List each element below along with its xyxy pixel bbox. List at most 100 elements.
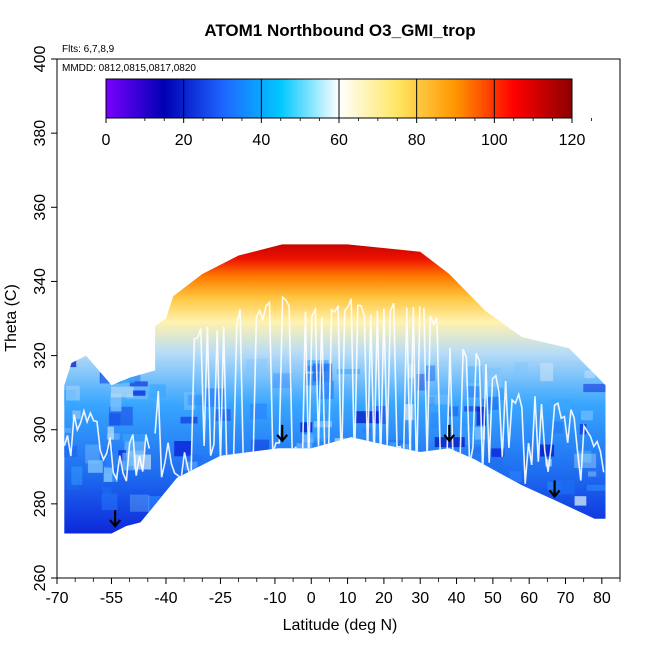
heatmap-cell xyxy=(586,484,606,491)
heatmap-cell xyxy=(466,386,481,398)
down-arrow-icon xyxy=(109,510,121,528)
heatmap-cell xyxy=(85,444,100,464)
heatmap-cell xyxy=(336,369,361,375)
x-tick-label: -25 xyxy=(209,590,232,607)
heatmap-cell xyxy=(580,410,593,421)
heatmap-cell xyxy=(425,365,436,382)
heatmap-cell xyxy=(307,464,318,475)
heatmap-cell xyxy=(103,466,113,482)
heatmap-cell xyxy=(313,421,332,428)
heatmap-cell xyxy=(415,485,431,494)
heatmap-cell xyxy=(245,463,265,476)
heatmap-cell xyxy=(242,481,261,490)
heatmap-cell xyxy=(250,403,267,420)
down-arrow-icon xyxy=(443,424,456,443)
heatmap-cell xyxy=(207,446,220,454)
heatmap-cell xyxy=(416,373,427,391)
colorbar: 0 20 40 60 80 100 120 xyxy=(102,78,592,149)
heatmap-cell xyxy=(365,470,387,480)
heatmap-cell xyxy=(122,452,136,471)
plot-frame xyxy=(56,58,621,579)
x-tick-label: 30 xyxy=(411,590,429,607)
heatmap-cell xyxy=(108,413,121,426)
flight-track xyxy=(154,295,421,481)
heatmap-cell xyxy=(148,496,170,515)
heatmap-cell xyxy=(246,358,267,373)
heatmap-cell xyxy=(577,450,592,463)
y-tick-label: 360 xyxy=(32,194,49,221)
heatmap-cell xyxy=(66,470,79,490)
arrow-markers xyxy=(109,424,561,528)
heatmap-cell xyxy=(112,366,135,384)
x-tick-label: 70 xyxy=(557,590,575,607)
heatmap-cell xyxy=(514,362,529,375)
heatmap-cell xyxy=(64,389,76,406)
y-axis-label: Theta (C) xyxy=(3,284,20,352)
x-tick-label: 60 xyxy=(520,590,538,607)
heatmap-cell xyxy=(64,358,77,368)
heatmap-cell xyxy=(367,466,384,481)
heatmap-cell xyxy=(174,441,193,457)
heatmap-cell xyxy=(107,426,114,440)
flights-annotation: Flts: 6,7,8,9 xyxy=(62,44,115,55)
heatmap-cell xyxy=(372,448,395,462)
heatmap-cell xyxy=(296,485,321,499)
heatmap-cell xyxy=(469,487,483,496)
heatmap-cell xyxy=(111,386,134,398)
arrow-head xyxy=(548,489,561,499)
heatmap-cell xyxy=(87,460,103,473)
colorbar-tick-label: 20 xyxy=(175,132,193,149)
colorbar-tick-label: 60 xyxy=(330,132,348,149)
heatmap-cell xyxy=(324,417,333,426)
heatmap-cell xyxy=(471,467,484,482)
colorbar-tick-label: 120 xyxy=(559,132,586,149)
heatmap-cell xyxy=(214,409,231,421)
heatmap-cell xyxy=(433,477,456,490)
y-tick-label: 380 xyxy=(32,120,49,147)
heatmap-cell xyxy=(313,455,337,471)
heatmap-cell xyxy=(129,381,148,387)
heatmap-cell xyxy=(355,449,364,466)
heatmap-cell xyxy=(574,496,587,506)
y-tick-label: 340 xyxy=(32,268,49,295)
heatmap-cell xyxy=(129,494,150,512)
chart-title: ATOM1 Northbound O3_GMI_trop xyxy=(204,21,475,40)
heatmap-cell xyxy=(584,370,595,379)
y-tick-label: 260 xyxy=(32,565,49,592)
heatmap-cell xyxy=(487,396,499,410)
heatmap-cell xyxy=(189,473,198,481)
heatmap-cell xyxy=(491,448,505,457)
heatmap-cell xyxy=(72,410,81,420)
heatmap-cell xyxy=(100,366,111,384)
heatmap-cell xyxy=(302,483,310,495)
y-tick-label: 280 xyxy=(32,490,49,517)
dates-annotation: MMDD: 0812,0815,0817,0820 xyxy=(62,63,196,74)
heatmap-cell xyxy=(447,406,459,417)
heatmap-cell xyxy=(485,457,504,475)
x-tick-label: 40 xyxy=(448,590,466,607)
x-tick-label: 80 xyxy=(593,590,611,607)
heatmap-cell xyxy=(66,385,80,401)
heatmap-cell xyxy=(367,367,374,377)
heatmap-cell xyxy=(583,383,606,393)
heatmap-cell xyxy=(273,458,291,464)
heatmap-cell xyxy=(464,406,481,412)
heatmap-cell xyxy=(102,486,112,497)
heatmap-cell xyxy=(307,374,316,387)
heatmap-cell xyxy=(389,442,397,450)
heatmap-cell xyxy=(362,454,384,471)
flight-track xyxy=(64,407,151,482)
heatmap-cell xyxy=(316,394,328,414)
x-tick-label: 10 xyxy=(339,590,357,607)
heatmap-cell xyxy=(550,399,573,410)
heatmap-field xyxy=(64,244,606,534)
y-tick-label: 300 xyxy=(32,416,49,443)
heatmap-cell xyxy=(496,388,507,401)
x-tick-label: 50 xyxy=(484,590,502,607)
colorbar-tick-label: 40 xyxy=(252,132,270,149)
heatmap-cell xyxy=(183,392,196,410)
heatmap-cell xyxy=(474,427,486,440)
heatmap-cell xyxy=(182,454,203,462)
heatmap-cell xyxy=(588,471,597,477)
axes: -70 -55 -40 -25 -10 0 10 20 30 40 50 60 70 80 260 280 30… xyxy=(32,46,621,607)
